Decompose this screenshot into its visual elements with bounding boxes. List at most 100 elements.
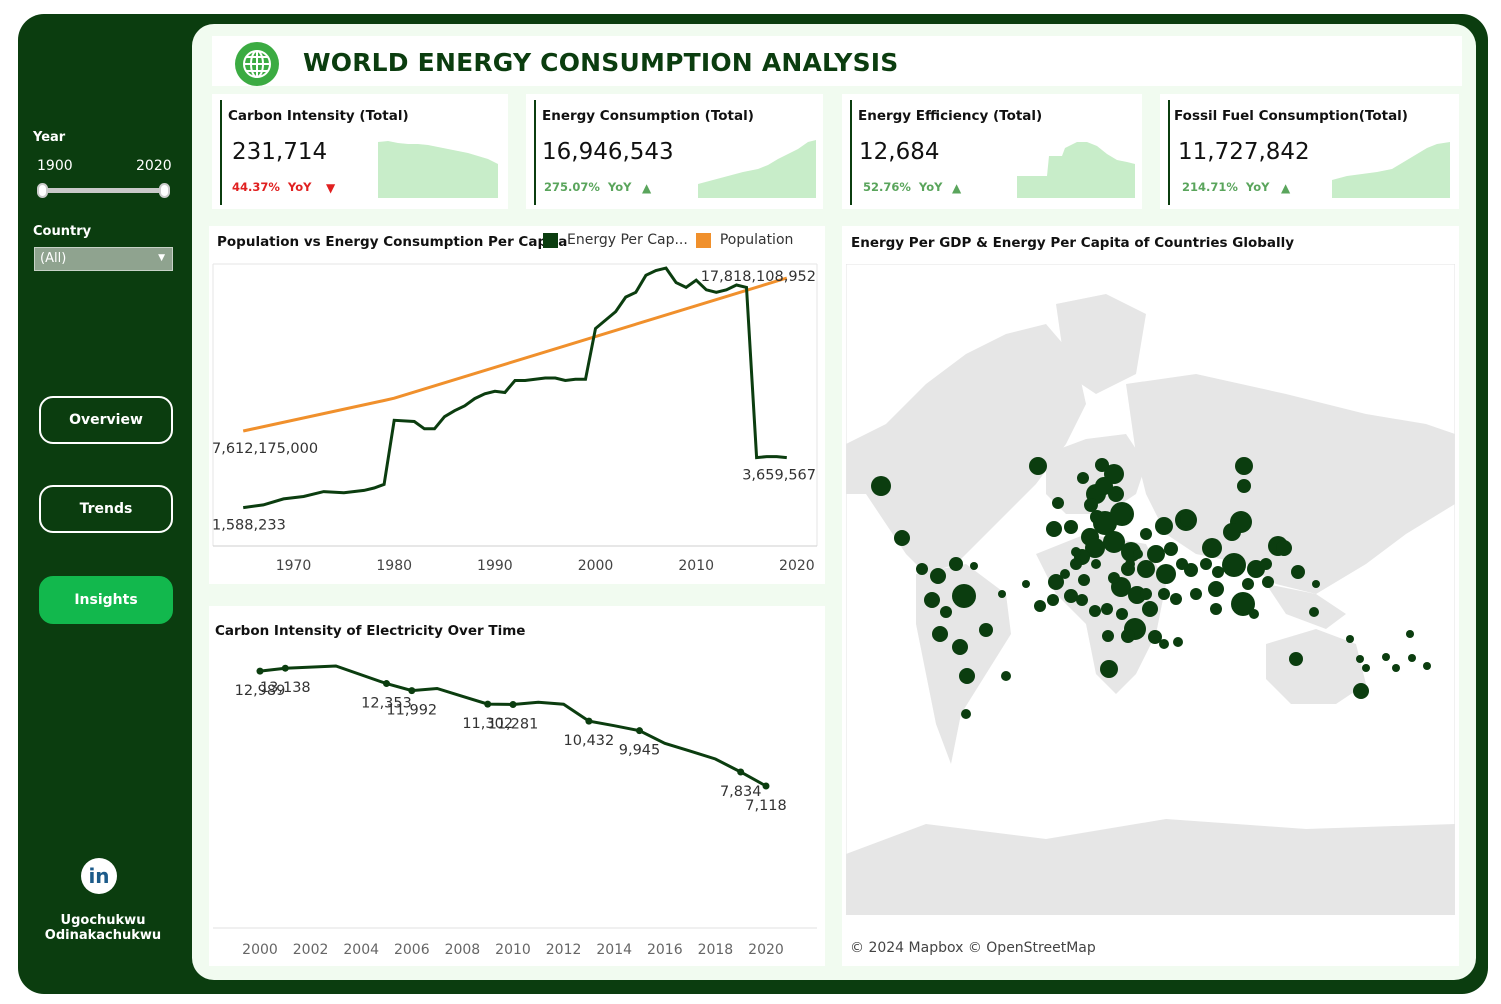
country-bubble bbox=[952, 639, 968, 655]
country-bubble bbox=[1155, 517, 1173, 535]
trend-up-icon: ▲ bbox=[642, 181, 652, 195]
population-end-label: 17,818,108,952 bbox=[701, 269, 816, 285]
kpi-yoy-label: YoY bbox=[1245, 180, 1270, 194]
legend-swatch-energy bbox=[543, 232, 558, 248]
country-bubble bbox=[1276, 540, 1292, 556]
country-bubble bbox=[1202, 538, 1222, 558]
country-bubble bbox=[961, 709, 971, 719]
kpi-title: Fossil Fuel Consumption(Total) bbox=[1174, 108, 1408, 124]
x-tick-label: 2000 bbox=[242, 942, 278, 958]
kpi-change: 52.76% YoY bbox=[863, 180, 942, 194]
map-attribution: © 2024 Mapbox © OpenStreetMap bbox=[850, 940, 1096, 956]
world-map[interactable] bbox=[846, 264, 1455, 915]
data-point bbox=[762, 782, 770, 790]
data-label: 7,834 bbox=[720, 784, 762, 800]
country-bubble bbox=[979, 623, 993, 637]
series-line-population bbox=[242, 276, 788, 433]
kpi-change: 275.07% YoY bbox=[544, 180, 631, 194]
country-bubble bbox=[1190, 588, 1202, 600]
x-tick-label: 1970 bbox=[276, 558, 312, 574]
country-bubble bbox=[1312, 580, 1320, 588]
insights-button[interactable]: Insights bbox=[39, 576, 173, 624]
country-dropdown[interactable]: (All) ▼ bbox=[34, 247, 173, 271]
x-tick-label: 2008 bbox=[445, 942, 481, 958]
kpi-value: 231,714 bbox=[232, 139, 328, 165]
country-bubble bbox=[1071, 547, 1081, 557]
data-point bbox=[383, 680, 390, 688]
map-title: Energy Per GDP & Energy Per Capita of Co… bbox=[851, 235, 1295, 251]
kpi-change-percent: 44.37% bbox=[232, 180, 280, 194]
country-bubble bbox=[1070, 558, 1082, 570]
population-start-label: 7,612,175,000 bbox=[212, 441, 318, 457]
country-bubble bbox=[924, 592, 940, 608]
data-point bbox=[636, 727, 643, 735]
country-bubble bbox=[1064, 589, 1078, 603]
page-title: WORLD ENERGY CONSUMPTION ANALYSIS bbox=[303, 48, 899, 77]
kpi-value: 12,684 bbox=[859, 139, 940, 165]
x-tick-label: 2020 bbox=[779, 558, 815, 574]
kpi-card-energy-efficiency[interactable]: Energy Efficiency (Total) 12,684 52.76% … bbox=[842, 94, 1142, 209]
kpi-title: Energy Efficiency (Total) bbox=[858, 108, 1043, 124]
kpi-accent-bar bbox=[1168, 100, 1170, 205]
kpi-card-carbon-intensity[interactable]: Carbon Intensity (Total) 231,714 44.37% … bbox=[212, 94, 508, 209]
country-bubble bbox=[1102, 630, 1114, 642]
kpi-card-energy-consumption[interactable]: Energy Consumption (Total) 16,946,543 27… bbox=[526, 94, 823, 209]
country-bubble bbox=[1022, 580, 1030, 588]
carbon-intensity-chart: 2000 2002 2004 2006 2008 2010 2012 2014 2016 2018… bbox=[213, 664, 817, 958]
x-tick-label: 2020 bbox=[748, 942, 784, 958]
kpi-accent-bar bbox=[534, 100, 536, 205]
data-point bbox=[737, 768, 745, 776]
country-bubble bbox=[1064, 520, 1078, 534]
country-dropdown-value: (All) bbox=[40, 251, 67, 266]
x-tick-label: 2010 bbox=[495, 942, 531, 958]
country-bubble bbox=[1085, 538, 1105, 558]
data-label: 9,945 bbox=[619, 743, 661, 759]
country-bubble bbox=[1289, 652, 1303, 666]
country-bubble bbox=[1260, 558, 1272, 570]
overview-button[interactable]: Overview bbox=[39, 396, 173, 444]
country-bubble bbox=[1249, 609, 1259, 619]
country-bubble bbox=[1408, 654, 1416, 662]
data-point bbox=[585, 717, 593, 725]
country-bubble bbox=[940, 606, 952, 618]
country-bubble bbox=[1125, 559, 1135, 569]
chevron-down-icon: ▼ bbox=[158, 253, 165, 263]
country-bubble bbox=[1346, 635, 1354, 643]
author-last-name: Odinakachukwu bbox=[44, 928, 162, 943]
year-range-slider[interactable] bbox=[42, 188, 166, 193]
x-tick-label: 1990 bbox=[477, 558, 513, 574]
legend-swatch-population bbox=[695, 232, 711, 248]
country-bubble bbox=[1170, 593, 1182, 605]
linkedin-icon[interactable]: in bbox=[81, 858, 117, 894]
country-bubble bbox=[1140, 528, 1152, 540]
country-bubble bbox=[1353, 683, 1369, 699]
globe-icon bbox=[235, 42, 279, 86]
country-filter-label: Country bbox=[33, 224, 92, 239]
country-bubble bbox=[932, 626, 948, 642]
x-tick-label: 2010 bbox=[678, 558, 714, 574]
data-label: 11,992 bbox=[386, 703, 437, 719]
chart-legend: Energy Per Cap... Population bbox=[543, 232, 793, 248]
country-bubble bbox=[1212, 566, 1224, 578]
x-tick-label: 2002 bbox=[293, 942, 329, 958]
trends-button[interactable]: Trends bbox=[39, 485, 173, 533]
kpi-accent-bar bbox=[850, 100, 852, 205]
kpi-value: 16,946,543 bbox=[542, 139, 674, 165]
country-bubble bbox=[1147, 545, 1165, 563]
country-bubble bbox=[1046, 521, 1062, 537]
country-bubble bbox=[1223, 523, 1241, 541]
kpi-title: Carbon Intensity (Total) bbox=[228, 108, 409, 124]
year-slider-min-handle[interactable] bbox=[37, 183, 48, 198]
country-bubble bbox=[1078, 574, 1090, 586]
data-point bbox=[281, 664, 289, 672]
kpi-yoy-label: YoY bbox=[287, 180, 312, 194]
country-bubble bbox=[1208, 581, 1224, 597]
country-bubble bbox=[894, 530, 910, 546]
country-bubble bbox=[1235, 457, 1253, 475]
year-slider-max-handle[interactable] bbox=[159, 183, 170, 198]
kpi-card-fossil-fuel-consumption[interactable]: Fossil Fuel Consumption(Total) 11,727,84… bbox=[1160, 94, 1459, 209]
kpi-sparkline bbox=[698, 140, 816, 198]
country-bubble bbox=[916, 563, 928, 575]
kpi-yoy-label: YoY bbox=[918, 180, 943, 194]
country-bubble bbox=[1142, 601, 1158, 617]
